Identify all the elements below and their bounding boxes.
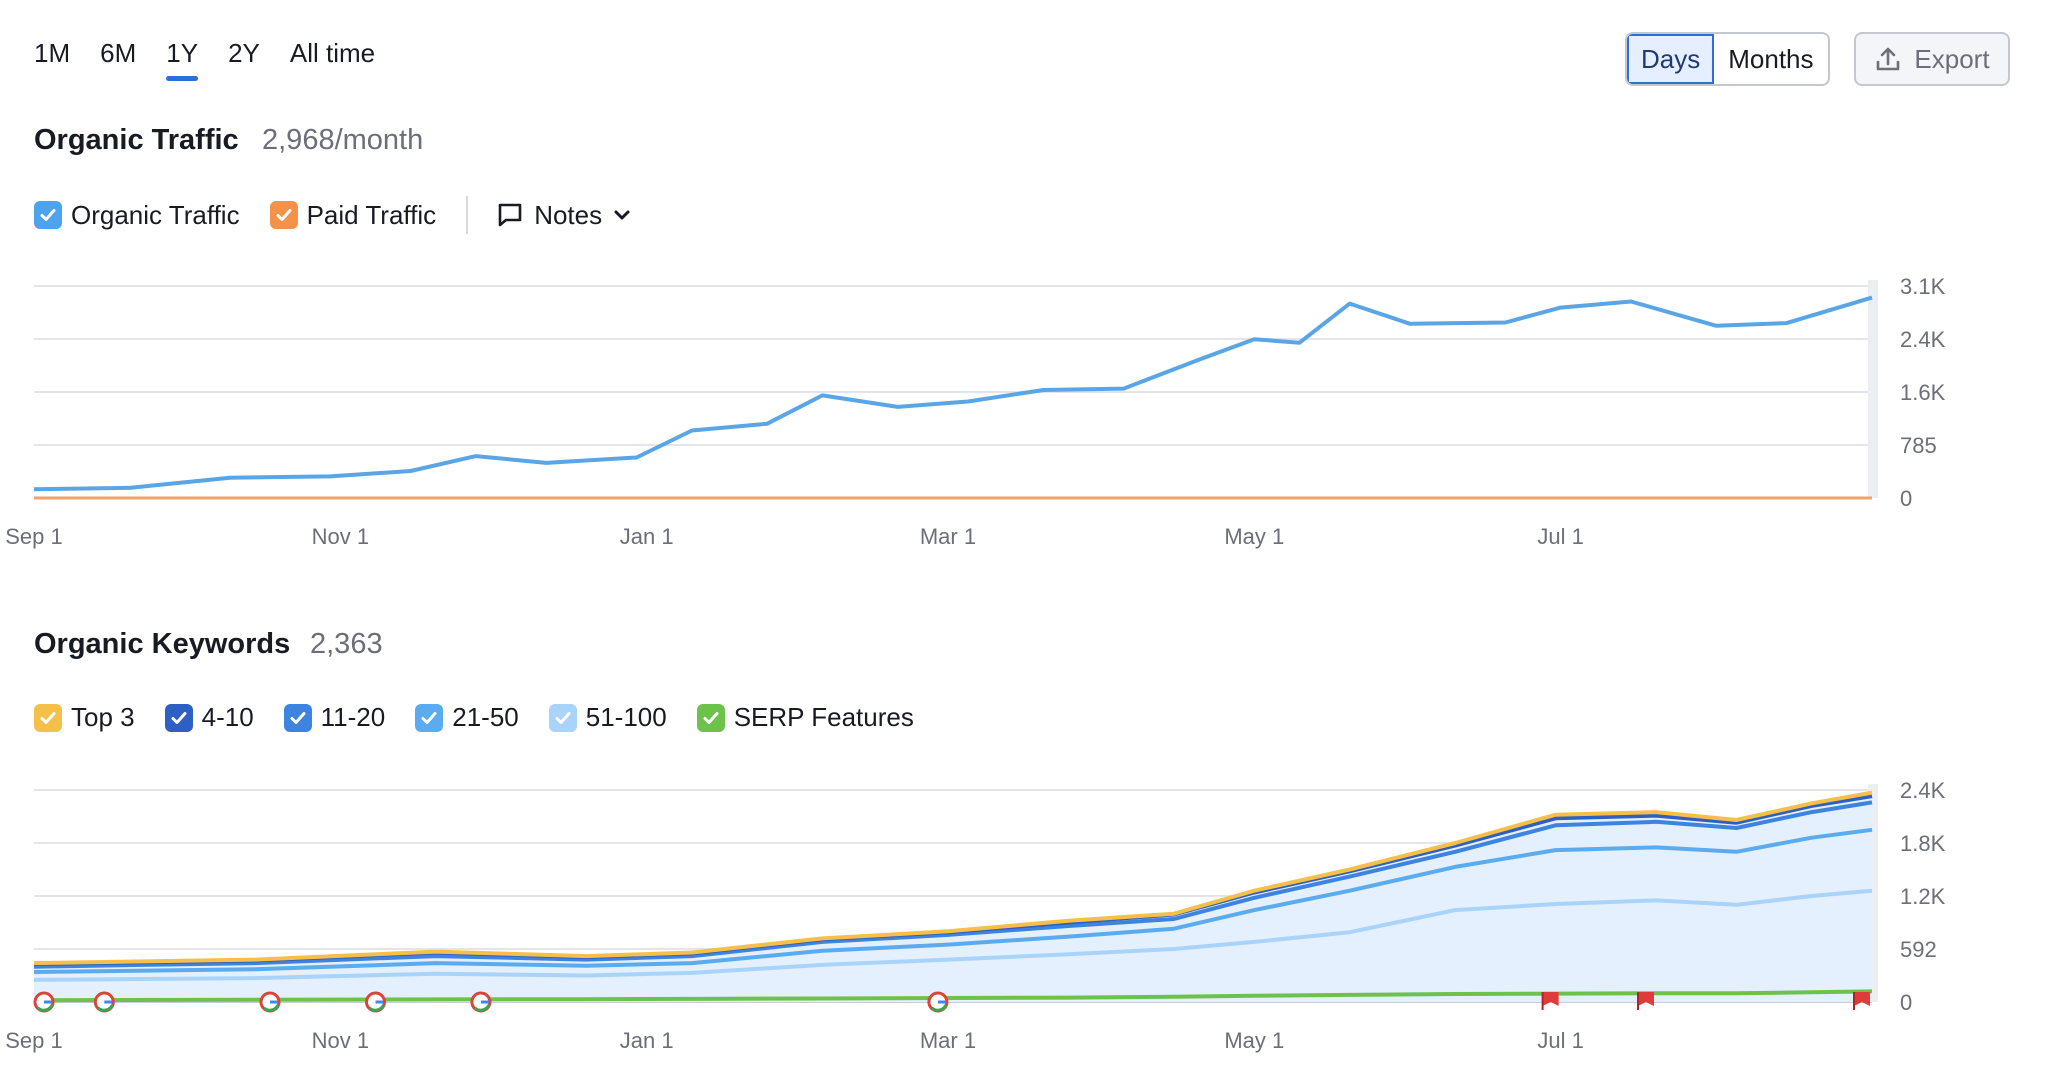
checkbox-11-20[interactable] <box>283 703 312 732</box>
keywords-value: 2,363 <box>310 628 383 660</box>
legend-4-10[interactable]: 4-10 <box>164 702 254 733</box>
tab-6m[interactable]: 6M <box>100 38 137 68</box>
traffic-y-tick-label: 2.4K <box>1900 327 1946 352</box>
checkbox-51-100[interactable] <box>548 703 577 732</box>
granularity-toggle: Days Months <box>1625 32 1830 86</box>
legend-serp-features[interactable]: SERP Features <box>696 702 914 733</box>
check-icon <box>555 711 571 724</box>
traffic-x-tick-label: Nov 1 <box>312 524 369 549</box>
range-tabs: 1M 6M 1Y 2Y All time <box>34 38 375 81</box>
tab-1m[interactable]: 1M <box>34 38 71 68</box>
checkbox-organic-traffic[interactable] <box>34 201 62 229</box>
traffic-title: Organic Traffic <box>34 124 239 156</box>
traffic-y-tick-label: 785 <box>1900 433 1937 458</box>
check-icon <box>703 711 719 724</box>
checkbox-21-50[interactable] <box>415 703 444 732</box>
traffic-y-tick-label: 1.6K <box>1900 380 1946 405</box>
notes-label: Notes <box>534 199 603 230</box>
check-icon <box>276 209 292 221</box>
legend-21-50[interactable]: 21-50 <box>415 702 519 733</box>
legend-label: 11-20 <box>320 702 386 732</box>
traffic-y-axis: 0 785 1.6K 2.4K 3.1K <box>1900 274 1946 511</box>
export-label: Export <box>1914 43 1990 74</box>
legend-label: SERP Features <box>733 702 914 732</box>
traffic-grid <box>34 280 1878 499</box>
traffic-value: 2,968/month <box>262 124 424 156</box>
keywords-title: Organic Keywords <box>34 628 291 660</box>
traffic-y-tick-label: 3.1K <box>1900 274 1946 299</box>
legend-11-20[interactable]: 11-20 <box>283 702 386 733</box>
legend-label: Top 3 <box>71 702 135 732</box>
tab-2y[interactable]: 2Y <box>228 38 260 68</box>
check-icon <box>40 209 56 221</box>
legend-paid-traffic[interactable]: Paid Traffic <box>269 199 437 231</box>
traffic-x-tick-label: Mar 1 <box>920 524 976 549</box>
days-button[interactable]: Days <box>1627 34 1715 84</box>
legend-label: Organic Traffic <box>71 199 240 230</box>
check-icon <box>290 711 306 724</box>
tab-all-time[interactable]: All time <box>289 38 376 68</box>
traffic-x-axis: Nov 1 Jan 1 Mar 1 May 1 Jul 1 Sep 1 <box>5 524 1584 549</box>
upload-icon <box>1877 47 1900 71</box>
checkbox-4-10[interactable] <box>164 703 193 732</box>
series-line-organic-traffic <box>33 295 1873 492</box>
legend-divider <box>466 196 469 234</box>
traffic-x-tick-label: May 1 <box>1224 524 1284 549</box>
traffic-series <box>33 295 1873 500</box>
checkbox-serp-features[interactable] <box>696 703 725 732</box>
export-button[interactable]: Export <box>1854 32 2010 86</box>
legend-top-3[interactable]: Top 3 <box>34 702 135 733</box>
check-icon <box>40 711 56 724</box>
traffic-y-tick-label: 0 <box>1900 486 1912 511</box>
months-button[interactable]: Months <box>1728 43 1814 74</box>
chevron-down-icon <box>614 210 630 220</box>
legend-51-100[interactable]: 51-100 <box>548 702 667 733</box>
legend-label: 4-10 <box>201 702 254 732</box>
traffic-x-tick-label: Jul 1 <box>1537 524 1583 549</box>
comment-icon <box>498 203 522 227</box>
traffic-x-tick-label: Jan 1 <box>620 524 674 549</box>
traffic-scroll-band <box>1868 280 1878 498</box>
check-icon <box>171 711 187 724</box>
checkbox-top-3[interactable] <box>34 703 62 732</box>
legend-organic-traffic[interactable]: Organic Traffic <box>34 200 240 231</box>
checkbox-paid-traffic[interactable] <box>269 201 298 229</box>
legend-label: 51-100 <box>585 702 667 732</box>
traffic-x-tick-label: Sep 1 <box>5 524 63 549</box>
keywords-legend: Top 3 4-10 11-20 21-50 51-100 SERP Features <box>34 702 914 733</box>
legend-label: 21-50 <box>452 702 519 732</box>
tab-1y[interactable]: 1Y <box>166 38 198 81</box>
legend-label: Paid Traffic <box>306 199 437 230</box>
check-icon <box>421 711 437 724</box>
notes-dropdown[interactable]: Notes <box>496 200 632 231</box>
traffic-legend: Organic Traffic Paid Traffic Notes <box>34 196 632 234</box>
